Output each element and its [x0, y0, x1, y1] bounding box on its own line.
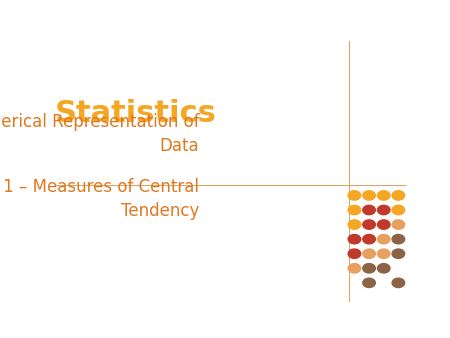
Circle shape: [392, 278, 405, 288]
Circle shape: [392, 205, 405, 215]
Circle shape: [348, 205, 361, 215]
Circle shape: [378, 264, 390, 273]
Circle shape: [392, 191, 405, 200]
Circle shape: [363, 278, 375, 288]
Text: Numerical Representation of
Data: Numerical Representation of Data: [0, 114, 199, 155]
Circle shape: [378, 235, 390, 244]
Text: Statistics: Statistics: [55, 99, 217, 128]
Circle shape: [363, 264, 375, 273]
Circle shape: [348, 249, 361, 258]
Circle shape: [392, 235, 405, 244]
Circle shape: [348, 235, 361, 244]
Circle shape: [392, 220, 405, 229]
Circle shape: [348, 220, 361, 229]
Circle shape: [378, 205, 390, 215]
Circle shape: [363, 205, 375, 215]
Circle shape: [378, 220, 390, 229]
Circle shape: [392, 249, 405, 258]
Circle shape: [378, 191, 390, 200]
Circle shape: [363, 191, 375, 200]
Circle shape: [363, 235, 375, 244]
Circle shape: [348, 191, 361, 200]
Circle shape: [363, 249, 375, 258]
Text: Part 1 – Measures of Central
Tendency: Part 1 – Measures of Central Tendency: [0, 178, 199, 220]
Circle shape: [348, 264, 361, 273]
Circle shape: [378, 249, 390, 258]
Circle shape: [363, 220, 375, 229]
